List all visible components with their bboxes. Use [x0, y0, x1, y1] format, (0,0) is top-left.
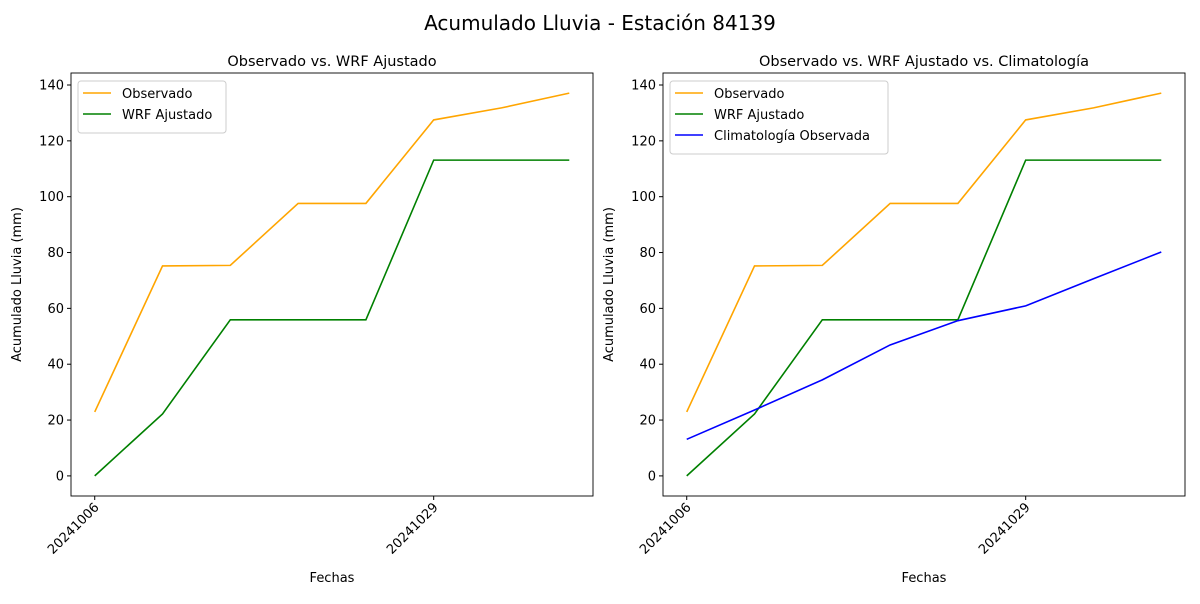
- plot-frame: [662, 72, 1186, 497]
- series-line-wrf-ajustado: [686, 159, 1162, 477]
- x-axis-label: Fechas: [310, 571, 355, 586]
- right-chart: Observado vs. WRF Ajustado vs. Climatolo…: [602, 54, 1186, 586]
- y-tick-label: 0: [648, 469, 656, 484]
- y-tick-label: 120: [631, 134, 656, 149]
- y-tick-label: 40: [639, 358, 656, 373]
- x-axis-label: Fechas: [902, 571, 947, 586]
- plot-frame: [70, 72, 594, 497]
- y-axis-label: Acumulado Lluvia (mm): [602, 207, 617, 362]
- chart-title: Observado vs. WRF Ajustado: [227, 54, 436, 70]
- x-tick-label: 20241006: [45, 500, 102, 557]
- left-chart: Observado vs. WRF Ajustado 0 20 40 60 80 100 12…: [10, 54, 594, 586]
- series-line-climatolog-a-observada: [686, 251, 1162, 441]
- y-tick-label: 80: [639, 246, 656, 261]
- y-tick-label: 60: [639, 302, 656, 317]
- legend: Observado WRF Ajustado: [77, 80, 227, 134]
- y-tick-label: 80: [47, 246, 64, 261]
- legend-box: [77, 80, 227, 134]
- y-tick-label: 0: [56, 469, 64, 484]
- y-tick-label: 60: [47, 302, 64, 317]
- series-line-observado: [686, 92, 1162, 413]
- x-tick-label: 20241029: [976, 500, 1033, 557]
- y-tick-label: 140: [631, 79, 656, 94]
- y-tick-label: 20: [47, 414, 64, 429]
- y-axis-label: Acumulado Lluvia (mm): [10, 207, 25, 362]
- figure-title: Acumulado Lluvia - Estación 84139: [424, 11, 776, 35]
- chart-title: Observado vs. WRF Ajustado vs. Climatolo…: [759, 54, 1089, 70]
- legend: Observado WRF Ajustado Climatología Observ…: [669, 80, 889, 155]
- y-tick-label: 20: [639, 414, 656, 429]
- y-tick-label: 100: [39, 190, 64, 205]
- legend-label: WRF Ajustado: [122, 108, 212, 123]
- legend-label: Observado: [122, 87, 193, 102]
- y-tick-label: 40: [47, 358, 64, 373]
- y-tick-label: 100: [631, 190, 656, 205]
- series-line-wrf-ajustado: [94, 159, 570, 477]
- y-tick-label: 140: [39, 79, 64, 94]
- legend-box: [669, 80, 889, 155]
- y-tick-label: 120: [39, 134, 64, 149]
- x-tick-label: 20241029: [384, 500, 441, 557]
- x-tick-label: 20241006: [637, 500, 694, 557]
- series-line-observado: [94, 92, 570, 413]
- legend-label: WRF Ajustado: [714, 108, 804, 123]
- legend-label: Climatología Observada: [714, 129, 870, 144]
- legend-label: Observado: [714, 87, 785, 102]
